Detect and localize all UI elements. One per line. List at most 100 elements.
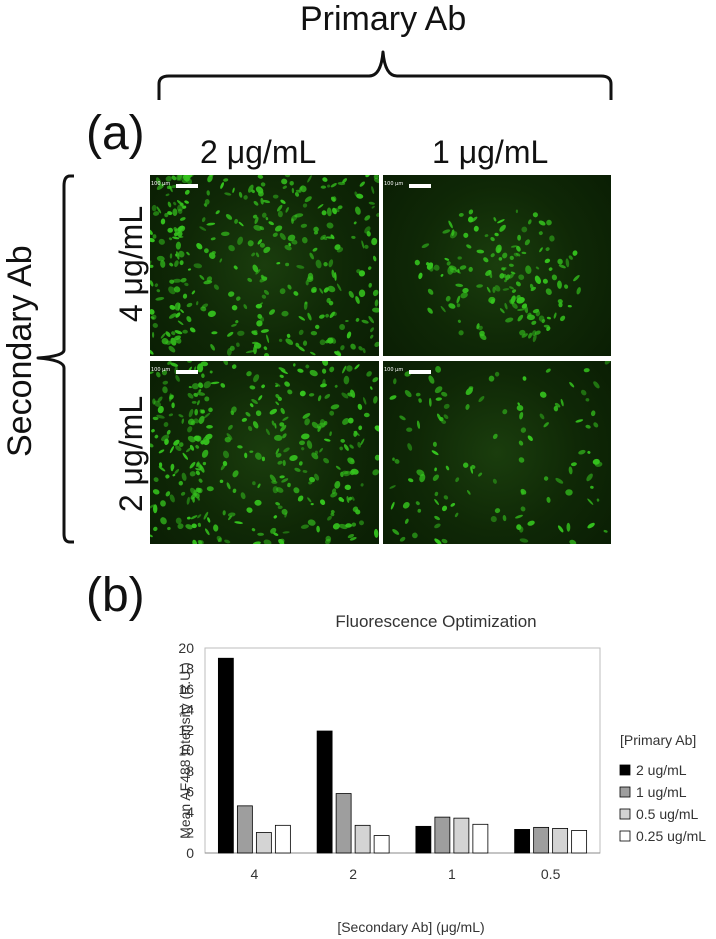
cell xyxy=(520,506,526,512)
legend-swatch xyxy=(619,808,631,820)
cell xyxy=(187,435,196,443)
cell xyxy=(251,528,256,532)
cell xyxy=(358,289,366,298)
cell xyxy=(156,206,162,214)
cell xyxy=(240,492,246,500)
cell xyxy=(156,414,165,419)
cell xyxy=(255,410,262,417)
cell xyxy=(435,397,442,401)
cell xyxy=(373,177,379,184)
cell xyxy=(313,226,319,233)
cell xyxy=(366,231,371,237)
cell xyxy=(258,395,263,401)
cell xyxy=(222,510,226,516)
cell xyxy=(502,252,508,259)
cell xyxy=(209,370,213,374)
y-tick-label: 12 xyxy=(178,722,194,738)
cell xyxy=(156,289,161,293)
cell xyxy=(434,467,437,472)
cell xyxy=(265,428,270,436)
cell xyxy=(219,258,223,263)
cell xyxy=(585,424,591,429)
cell xyxy=(187,426,193,433)
cell xyxy=(456,295,461,304)
cell xyxy=(201,303,209,309)
cell xyxy=(294,467,301,472)
cell xyxy=(152,322,158,328)
cell xyxy=(175,253,178,257)
cell xyxy=(539,413,545,420)
cell xyxy=(168,413,174,417)
cell xyxy=(256,320,263,327)
cell xyxy=(292,363,296,367)
cell xyxy=(310,502,314,506)
cell xyxy=(371,186,375,194)
cell xyxy=(393,378,397,385)
cell xyxy=(253,225,262,231)
cell xyxy=(181,472,187,481)
cell xyxy=(419,473,426,483)
cell xyxy=(321,368,327,374)
cell xyxy=(182,452,189,460)
cell xyxy=(486,286,491,293)
cell xyxy=(332,196,337,202)
cell xyxy=(276,262,281,265)
cell xyxy=(504,302,508,310)
cell xyxy=(268,221,274,226)
cell-layer xyxy=(150,175,379,356)
cell xyxy=(282,531,290,534)
cell xyxy=(527,520,535,526)
cell xyxy=(293,291,299,296)
cell xyxy=(275,502,280,506)
cell xyxy=(210,344,215,351)
cell xyxy=(184,189,190,195)
cell xyxy=(226,482,231,490)
cell xyxy=(557,258,563,265)
cell xyxy=(444,257,450,261)
cell xyxy=(269,408,278,415)
cell xyxy=(538,231,543,236)
cell xyxy=(280,424,287,432)
cell xyxy=(319,339,326,346)
cell xyxy=(310,286,317,293)
cell xyxy=(325,538,331,544)
cell xyxy=(299,440,305,446)
cell xyxy=(193,435,200,441)
micrograph-sec2-prim1: 100 μm xyxy=(383,361,611,544)
cell xyxy=(544,258,551,264)
cell xyxy=(172,473,176,477)
cell xyxy=(553,405,559,412)
cell xyxy=(265,217,269,221)
cell xyxy=(521,333,528,338)
cell xyxy=(275,453,282,458)
cell xyxy=(546,496,551,503)
cell xyxy=(235,320,239,324)
cell xyxy=(479,330,485,337)
cell xyxy=(247,277,253,283)
cell xyxy=(432,441,437,447)
cell xyxy=(219,479,224,484)
cell xyxy=(586,473,593,482)
micrograph-sec4-prim2: 100 μm xyxy=(150,175,379,356)
y-tick-label: 4 xyxy=(186,804,194,820)
cell xyxy=(527,435,533,441)
scale-bar-label: 100 μm xyxy=(384,181,404,187)
cell xyxy=(407,443,413,451)
cell xyxy=(494,508,501,514)
cell xyxy=(263,246,271,254)
cell xyxy=(334,272,337,281)
cell xyxy=(306,276,314,283)
cell xyxy=(545,288,552,295)
cell xyxy=(478,396,485,403)
cell xyxy=(169,253,173,259)
cell xyxy=(251,252,256,257)
cell xyxy=(353,430,360,436)
cell xyxy=(468,266,473,272)
cell xyxy=(570,462,577,467)
cell xyxy=(281,478,289,483)
cell xyxy=(152,504,158,514)
cell xyxy=(314,450,319,455)
cell xyxy=(320,234,327,240)
cell xyxy=(310,330,318,336)
cell xyxy=(302,203,308,208)
